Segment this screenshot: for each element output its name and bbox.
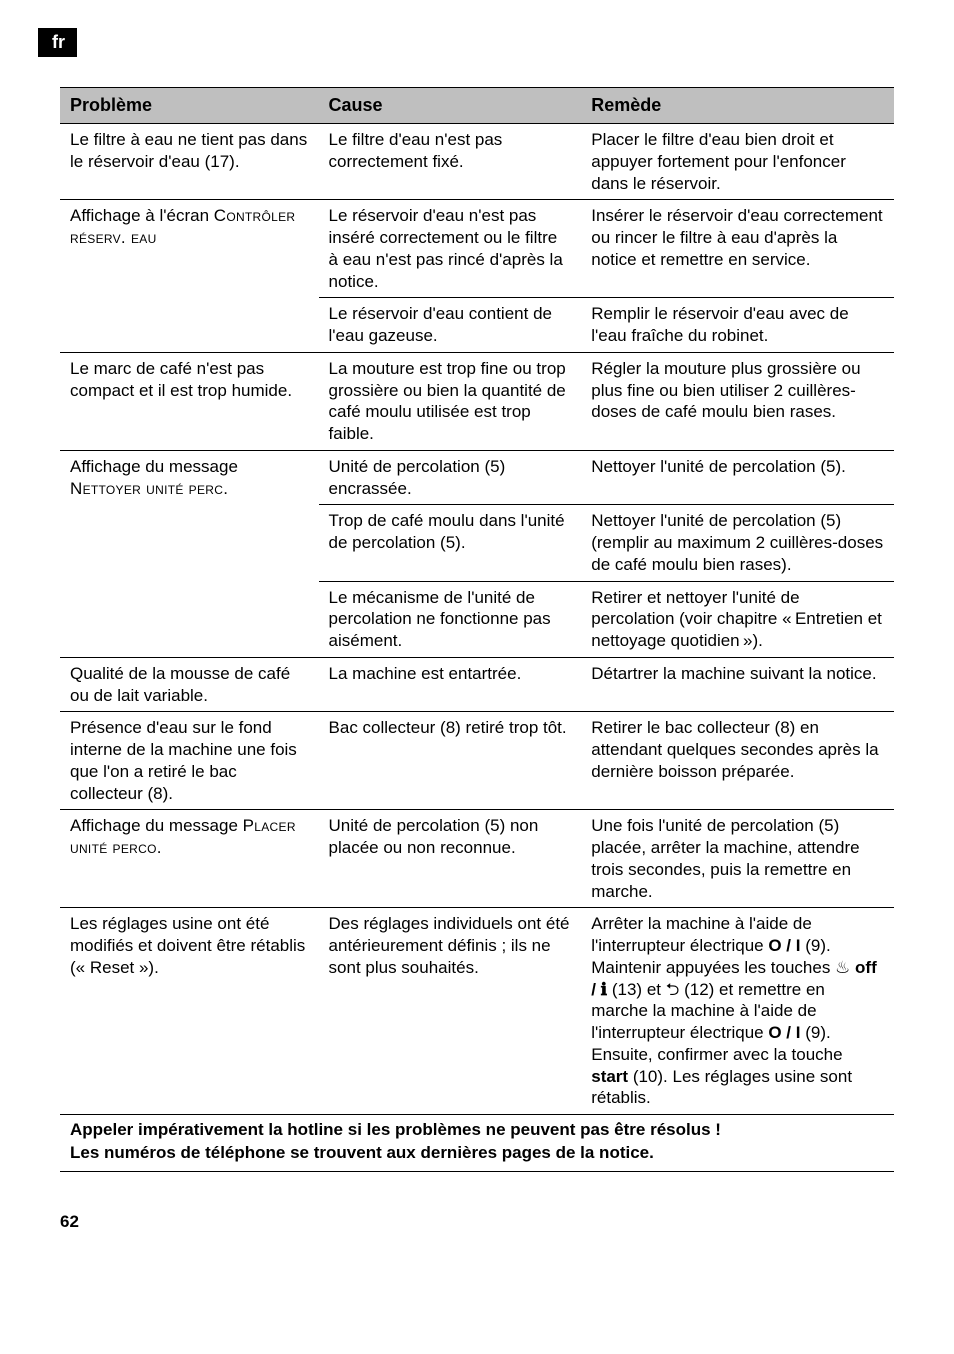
- troubleshooting-table: Problème Cause Remède Le filtre à eau ne…: [60, 87, 894, 1115]
- table-row: Les réglages usine ont été modifiés et d…: [60, 908, 894, 1115]
- table-row: Présence d'eau sur le fond interne de la…: [60, 712, 894, 810]
- cell-cause: Unité de percolation (5) encrassée.: [319, 450, 582, 505]
- cell-cause: Le réservoir d'eau contient de l'eau gaz…: [319, 298, 582, 353]
- cell-problem: Présence d'eau sur le fond interne de la…: [60, 712, 319, 810]
- cell-remedy: Nettoyer l'unité de percolation (5) (rem…: [581, 505, 894, 581]
- page-number: 62: [60, 1212, 894, 1232]
- footer-line-1: Appeler impérativement la hotline si les…: [70, 1119, 884, 1142]
- cell-problem: Affichage à l'écran Contrôler réserv. ea…: [60, 200, 319, 353]
- cell-cause: Bac collecteur (8) retiré trop tôt.: [319, 712, 582, 810]
- cell-remedy: Une fois l'unité de percolation (5) plac…: [581, 810, 894, 908]
- cell-remedy: Retirer le bac collecteur (8) en attenda…: [581, 712, 894, 810]
- cell-problem: Affichage du message Placer unité perco.: [60, 810, 319, 908]
- cell-problem: Le marc de café n'est pas compact et il …: [60, 352, 319, 450]
- col-header-cause: Cause: [319, 88, 582, 124]
- cell-remedy: Détartrer la machine suivant la notice.: [581, 657, 894, 712]
- cell-cause: Trop de café moulu dans l'unité de perco…: [319, 505, 582, 581]
- cell-cause: La mouture est trop fine ou trop grossiè…: [319, 352, 582, 450]
- cell-remedy: Remplir le réservoir d'eau avec de l'eau…: [581, 298, 894, 353]
- table-row: Le marc de café n'est pas compact et il …: [60, 352, 894, 450]
- table-row: Affichage du message Placer unité perco.…: [60, 810, 894, 908]
- cell-cause: Le filtre d'eau n'est pas correctement f…: [319, 124, 582, 200]
- table-row: Le filtre à eau ne tient pas dans le rés…: [60, 124, 894, 200]
- cell-cause: La machine est entartrée.: [319, 657, 582, 712]
- cell-cause: Des réglages individuels ont été antérie…: [319, 908, 582, 1115]
- language-tag: fr: [38, 28, 77, 57]
- col-header-remedy: Remède: [581, 88, 894, 124]
- cell-problem: Qualité de la mousse de café ou de lait …: [60, 657, 319, 712]
- cell-remedy: Arrêter la machine à l'aide de l'interru…: [581, 908, 894, 1115]
- cell-problem: Le filtre à eau ne tient pas dans le rés…: [60, 124, 319, 200]
- footer-line-2: Les numéros de téléphone se trouvent aux…: [70, 1142, 884, 1165]
- table-row: Affichage du message Nettoyer unité perc…: [60, 450, 894, 505]
- cell-cause: Le mécanisme de l'unité de percolation n…: [319, 581, 582, 657]
- cell-remedy: Placer le filtre d'eau bien droit et app…: [581, 124, 894, 200]
- footer-note-block: Appeler impérativement la hotline si les…: [60, 1115, 894, 1172]
- table-row: Affichage à l'écran Contrôler réserv. ea…: [60, 200, 894, 298]
- cell-cause: Unité de percolation (5) non placée ou n…: [319, 810, 582, 908]
- cell-remedy: Retirer et nettoyer l'unité de percolati…: [581, 581, 894, 657]
- cell-remedy: Nettoyer l'unité de percolation (5).: [581, 450, 894, 505]
- cell-remedy: Régler la mouture plus gros­sière ou plu…: [581, 352, 894, 450]
- col-header-problem: Problème: [60, 88, 319, 124]
- table-row: Qualité de la mousse de café ou de lait …: [60, 657, 894, 712]
- cell-remedy: Insérer le réservoir d'eau correc­tement…: [581, 200, 894, 298]
- cell-problem: Affichage du message Nettoyer unité perc…: [60, 450, 319, 657]
- cell-problem: Les réglages usine ont été modifiés et d…: [60, 908, 319, 1115]
- cell-cause: Le réservoir d'eau n'est pas inséré corr…: [319, 200, 582, 298]
